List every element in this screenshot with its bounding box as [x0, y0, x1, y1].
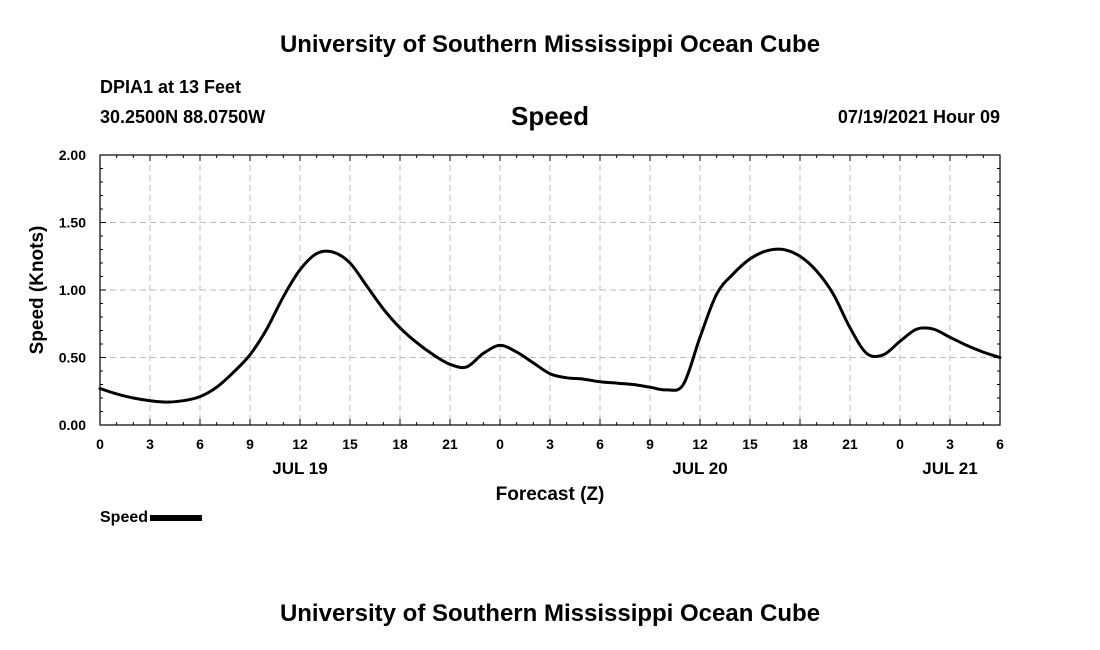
x-tick-label: 3	[946, 436, 954, 452]
legend-label: Speed	[100, 509, 149, 526]
x-tick-label: 0	[896, 436, 904, 452]
axis-labels: 0 3 6 9 12 15 18 21 0 3 6 9 12 15 18 21 0 3 6 0.00 0.50 1.00 1…	[27, 147, 1004, 505]
x-tick-label: 6	[596, 436, 604, 452]
chart-title: Speed	[510, 101, 590, 131]
y-tick-label: 0.50	[59, 350, 86, 366]
x-tick-label: 12	[292, 436, 308, 452]
x-axis-title: Forecast (Z)	[496, 484, 605, 505]
date-label: JUL 21	[922, 459, 977, 478]
y-axis-title: Speed (Knots)	[27, 226, 48, 355]
y-tick-label: 0.00	[59, 417, 86, 433]
bottom-title: University of Southern Mississippi Ocean…	[279, 600, 821, 627]
x-tick-label: 15	[342, 436, 358, 452]
x-tick-label: 21	[442, 436, 458, 452]
x-tick-label: 0	[96, 436, 104, 452]
series-line-speed	[98, 247, 1002, 404]
datetime-label: 07/19/2021 Hour 09	[837, 107, 1000, 127]
station-label: DPIA1 at 13 Feet	[100, 77, 242, 97]
date-label: JUL 19	[272, 459, 327, 478]
x-tick-label: 12	[692, 436, 708, 452]
x-tick-label: 9	[246, 436, 254, 452]
x-tick-label: 18	[392, 436, 408, 452]
legend: Speed	[100, 509, 203, 527]
x-tick-label: 3	[546, 436, 554, 452]
x-tick-label: 6	[196, 436, 204, 452]
y-tick-label: 1.50	[59, 215, 86, 231]
x-tick-label: 0	[496, 436, 504, 452]
series-layer	[98, 247, 1002, 404]
axes	[99, 154, 1001, 426]
x-tick-label: 18	[792, 436, 808, 452]
coordinates-label: 30.2500N 88.0750W	[100, 107, 266, 127]
x-tick-label: 9	[646, 436, 654, 452]
y-tick-label: 1.00	[59, 282, 86, 298]
legend-swatch	[150, 515, 203, 521]
x-tick-label: 3	[146, 436, 154, 452]
y-tick-label: 2.00	[59, 147, 86, 163]
top-title: University of Southern Mississippi Ocean…	[279, 31, 821, 58]
x-tick-label: 15	[742, 436, 758, 452]
x-tick-label: 21	[842, 436, 858, 452]
grid	[100, 155, 1000, 425]
x-tick-label: 6	[996, 436, 1004, 452]
date-label: JUL 20	[672, 459, 727, 478]
